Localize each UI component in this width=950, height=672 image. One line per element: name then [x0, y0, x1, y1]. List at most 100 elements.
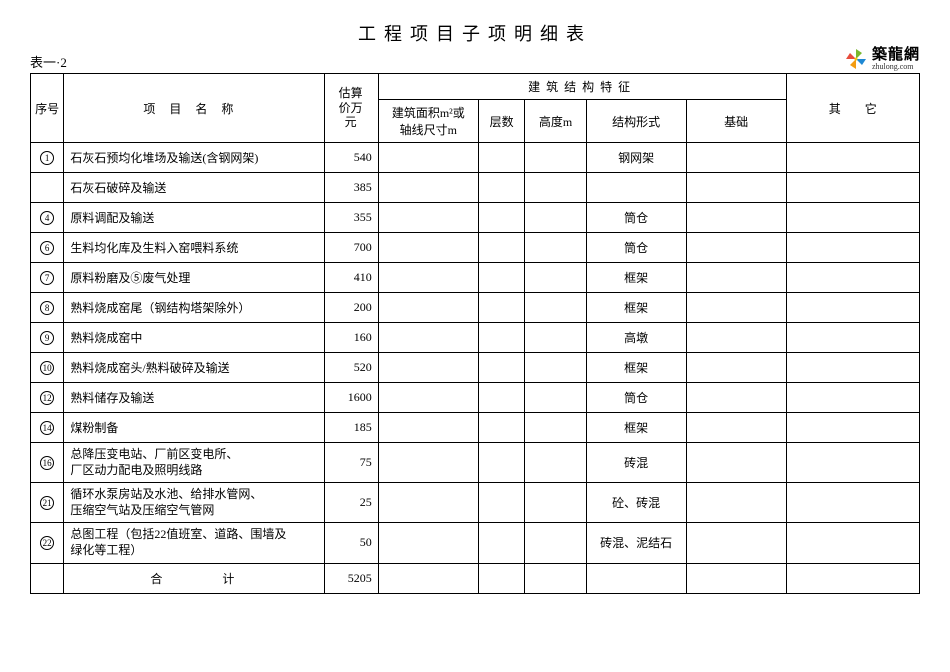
cell-other: [786, 443, 919, 483]
cell-floor: [478, 443, 525, 483]
cell-found: [686, 353, 786, 383]
cell-est: 75: [325, 443, 378, 483]
cell-seq: 9: [31, 323, 64, 353]
cell-other: [786, 293, 919, 323]
cell-other: [786, 143, 919, 173]
cell-area: [378, 353, 478, 383]
cell-area: [378, 483, 478, 523]
cell-area: [378, 413, 478, 443]
cell-area: [378, 263, 478, 293]
cell-height: [525, 353, 586, 383]
th-area: 建筑面积m²或轴线尺寸m: [378, 100, 478, 143]
cell-struct: 框架: [586, 293, 686, 323]
cell-other: [786, 263, 919, 293]
pinwheel-icon: [844, 47, 868, 71]
cell-height: [525, 323, 586, 353]
cell-seq: 4: [31, 203, 64, 233]
cell-name: 熟料烧成窑头/熟料破碎及输送: [64, 353, 325, 383]
cell-floor: [478, 143, 525, 173]
cell-found: [686, 383, 786, 413]
cell-floor: [478, 293, 525, 323]
cell-est: 1600: [325, 383, 378, 413]
cell-floor: [478, 523, 525, 563]
table-row: 1石灰石预均化堆场及输送(含钢网架)540钢网架: [31, 143, 920, 173]
cell-height: [525, 203, 586, 233]
cell-est: 160: [325, 323, 378, 353]
cell-est: 355: [325, 203, 378, 233]
cell-est: 410: [325, 263, 378, 293]
cell-name: 煤粉制备: [64, 413, 325, 443]
cell-area: [378, 293, 478, 323]
cell-other: [786, 413, 919, 443]
cell-seq: 16: [31, 443, 64, 483]
table-label: 表一·2: [30, 52, 67, 71]
cell-height: [525, 173, 586, 203]
table-row: 14煤粉制备185 框架: [31, 413, 920, 443]
cell-area: [378, 143, 478, 173]
table-row: 4原料调配及输送355 筒仓: [31, 203, 920, 233]
cell-seq: [31, 173, 64, 203]
cell-est: 385: [325, 173, 378, 203]
cell-floor: [478, 263, 525, 293]
cell-struct: 砖混: [586, 443, 686, 483]
cell-seq: [31, 563, 64, 593]
cell-area: [378, 233, 478, 263]
cell-area: [378, 443, 478, 483]
cell-total-label: 合计: [64, 563, 325, 593]
cell-found: [686, 203, 786, 233]
cell-seq: 21: [31, 483, 64, 523]
cell-struct: 高墩: [586, 323, 686, 353]
detail-table: 序号 项目名称 估算价万元 建筑结构特征 其 它 建筑面积m²或轴线尺寸m 层数…: [30, 73, 920, 594]
cell-struct: 筒仓: [586, 203, 686, 233]
table-row: 6生料均化库及生料入窑喂料系统700筒仓: [31, 233, 920, 263]
cell-seq: 12: [31, 383, 64, 413]
cell-height: [525, 443, 586, 483]
table-row: 12熟料储存及输送1600筒仓: [31, 383, 920, 413]
cell-floor: [478, 323, 525, 353]
th-struct-group: 建筑结构特征: [378, 74, 786, 100]
cell-name: 熟料储存及输送: [64, 383, 325, 413]
cell-other: [786, 523, 919, 563]
cell-height: [525, 413, 586, 443]
cell-seq: 6: [31, 233, 64, 263]
th-seq: 序号: [31, 74, 64, 143]
cell-height: [525, 293, 586, 323]
cell-seq: 10: [31, 353, 64, 383]
cell-seq: 14: [31, 413, 64, 443]
cell-height: [525, 263, 586, 293]
table-row: 石灰石破碎及输送385: [31, 173, 920, 203]
th-floors: 层数: [478, 100, 525, 143]
th-foundation: 基础: [686, 100, 786, 143]
cell-found: [686, 523, 786, 563]
th-struct-form: 结构形式: [586, 100, 686, 143]
table-row: 22总图工程（包括22值班室、道路、围墙及绿化等工程）50砖混、泥结石: [31, 523, 920, 563]
table-row: 7原料粉磨及⑤废气处理410框架: [31, 263, 920, 293]
logo-en: zhulong.com: [872, 63, 920, 71]
cell-est: 200: [325, 293, 378, 323]
cell-other: [786, 323, 919, 353]
cell-other: [786, 233, 919, 263]
cell-found: [686, 413, 786, 443]
cell-est: 520: [325, 353, 378, 383]
cell-found: [686, 293, 786, 323]
cell-struct: 框架: [586, 353, 686, 383]
cell-struct: 砖混、泥结石: [586, 523, 686, 563]
cell-struct: 砼、砖混: [586, 483, 686, 523]
cell-est: 25: [325, 483, 378, 523]
cell-other: [786, 173, 919, 203]
cell-est: 50: [325, 523, 378, 563]
cell-struct: 框架: [586, 413, 686, 443]
table-row: 8熟料烧成窑尾（钢结构塔架除外）200框架: [31, 293, 920, 323]
cell-floor: [478, 203, 525, 233]
cell-seq: 1: [31, 143, 64, 173]
cell-found: [686, 323, 786, 353]
cell-name: 原料调配及输送: [64, 203, 325, 233]
logo: 築龍網 zhulong.com: [844, 47, 920, 71]
cell-struct: [586, 173, 686, 203]
cell-name: 石灰石预均化堆场及输送(含钢网架): [64, 143, 325, 173]
page-title: 工程项目子项明细表: [358, 20, 592, 46]
cell-name: 石灰石破碎及输送: [64, 173, 325, 203]
cell-est: 185: [325, 413, 378, 443]
cell-found: [686, 483, 786, 523]
cell-other: [786, 203, 919, 233]
